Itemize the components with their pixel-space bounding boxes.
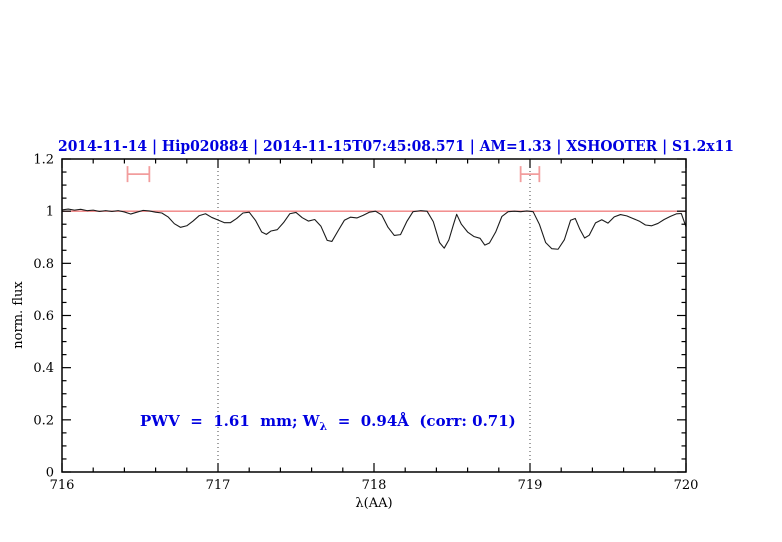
- chart-title: 2014-11-14 | Hip020884 | 2014-11-15T07:4…: [58, 137, 734, 155]
- pwv-annotation: PWV = 1.61 mm; Wλ = 0.94Å (corr: 0.71): [140, 412, 516, 433]
- x-tick-label: 720: [674, 478, 699, 493]
- y-tick-label: 0.2: [33, 413, 54, 428]
- x-tick-label: 718: [362, 478, 387, 493]
- spectrum-line: [61, 208, 687, 250]
- x-axis-label: λ(AA): [355, 496, 392, 511]
- x-tick-label: 716: [50, 478, 75, 493]
- y-tick-label: 1.2: [33, 153, 54, 168]
- band-marker: [519, 166, 541, 183]
- y-tick-label: 0.8: [33, 257, 54, 272]
- y-tick-label: 1: [46, 205, 54, 220]
- x-tick-label: 719: [518, 478, 543, 493]
- y-tick-label: 0: [46, 466, 54, 481]
- y-tick-label: 0.6: [33, 309, 54, 324]
- y-tick-label: 0.4: [33, 361, 54, 376]
- y-axis-label: norm. flux: [11, 281, 26, 349]
- x-tick-label: 717: [206, 478, 231, 493]
- band-marker: [126, 166, 151, 183]
- plot-dynamic-layer: 716 717 718 719 720 0 0.2 0.4 0.6 0.8 1 1.2 PWV = 1.…: [33, 153, 698, 494]
